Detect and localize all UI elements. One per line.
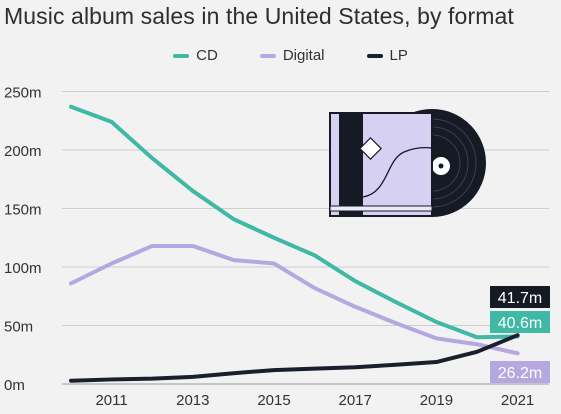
end-label-bg [490, 361, 550, 383]
end-label-text: 26.2m [498, 365, 542, 382]
x-axis: 2011 2013 2015 2017 2019 2021 [95, 392, 534, 409]
x-tick-label: 2021 [501, 392, 534, 409]
y-tick-label: 200m [4, 143, 42, 160]
series-line-lp [69, 333, 520, 383]
x-tick-label: 2013 [176, 392, 209, 409]
end-label-text: 40.6m [498, 315, 542, 332]
y-tick-label: 0m [4, 377, 25, 394]
end-label-cd: 40.6m [490, 311, 550, 333]
end-label-digital: 26.2m [490, 361, 550, 383]
y-tick-label: 250m [4, 85, 42, 102]
legend-item-digital: Digital [240, 47, 325, 64]
x-tick-label: 2015 [257, 392, 290, 409]
legend-swatch-digital [259, 53, 276, 58]
x-tick-label: 2011 [95, 392, 127, 409]
y-tick-label: 100m [4, 260, 42, 277]
legend-swatch-cd [173, 53, 190, 58]
legend-label-digital: Digital [282, 47, 325, 64]
end-label-text: 41.7m [498, 290, 542, 307]
legend-item-lp: LP [347, 47, 408, 64]
legend-item-cd: CD [153, 47, 218, 64]
end-label-bg [490, 311, 550, 333]
end-value-labels: 41.7m 40.6m 26.2m [490, 286, 550, 383]
chart-title: Music album sales in the United States, … [4, 3, 514, 29]
legend-label-lp: LP [389, 47, 408, 64]
legend: CD Digital LP [0, 47, 561, 64]
series-line-digital [69, 243, 520, 356]
vinyl-record-icon [329, 109, 486, 217]
legend-label-cd: CD [196, 47, 218, 64]
x-tick-label: 2017 [339, 392, 372, 409]
series-lines [69, 104, 520, 383]
series-line-cd [69, 104, 520, 340]
y-axis: 0m 50m 100m 150m 200m 250m [4, 85, 42, 395]
end-label-lp: 41.7m [490, 286, 550, 308]
x-tick-label: 2019 [420, 392, 453, 409]
y-tick-label: 50m [4, 319, 33, 336]
legend-swatch-lp [366, 53, 383, 58]
end-label-bg [490, 286, 550, 308]
y-tick-label: 150m [4, 202, 42, 219]
